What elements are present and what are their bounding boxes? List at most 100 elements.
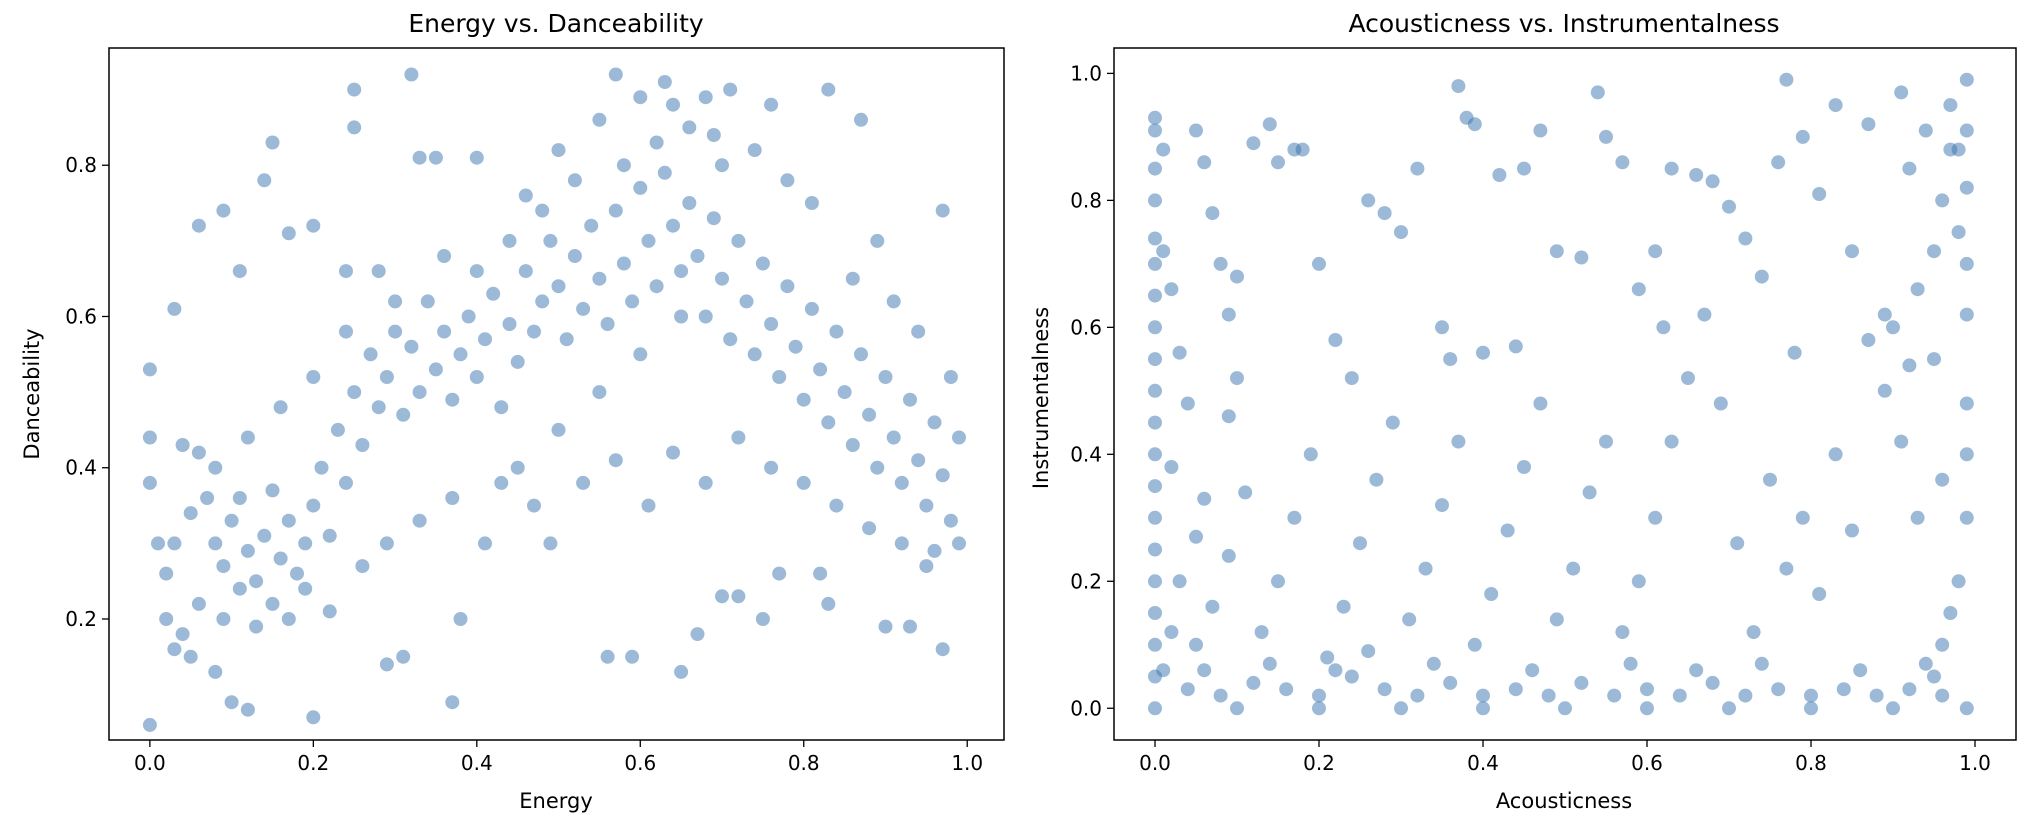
scatter-point (870, 233, 885, 248)
scatter-point (1156, 663, 1171, 678)
chart-title: Acousticness vs. Instrumentalness (1348, 9, 1779, 38)
scatter-point (1951, 574, 1966, 589)
scatter-point (1246, 675, 1261, 690)
scatter-point (1664, 161, 1679, 176)
scatter-point (453, 347, 468, 362)
scatter-point (567, 249, 582, 263)
scatter-point (379, 536, 394, 551)
scatter-point (666, 445, 680, 460)
y-tick-label: 0.4 (65, 456, 97, 480)
scatter-point (1369, 472, 1384, 487)
scatter-point (821, 415, 836, 430)
scatter-point (339, 264, 353, 279)
scatter-point (1156, 244, 1171, 259)
scatter-point (715, 271, 729, 286)
scatter-point (1525, 663, 1540, 678)
scatter-point (1836, 682, 1851, 697)
scatter-point (535, 294, 550, 309)
scatter-point (232, 581, 247, 596)
x-axis-label: Acousticness (1496, 789, 1632, 813)
scatter-point (1959, 510, 1974, 525)
scatter-point (428, 362, 443, 377)
scatter-point (1812, 587, 1827, 601)
x-ticks: 0.0 0.2 0.4 0.6 0.8 1.0 (134, 740, 983, 775)
scatter-point (1148, 256, 1162, 271)
x-ticks: 0.0 0.2 0.4 0.6 0.8 1.0 (1139, 740, 1991, 775)
y-axis-label: Danceability (20, 328, 44, 459)
scatter-point (453, 612, 468, 626)
scatter-point (273, 400, 288, 415)
scatter-point (698, 309, 713, 324)
y-axis-label: Instrumentalness (1029, 307, 1053, 489)
scatter-point (1549, 244, 1564, 259)
scatter-point (339, 475, 353, 490)
scatter-point (886, 430, 901, 445)
scatter-point (1271, 574, 1285, 589)
scatter-point (796, 392, 811, 407)
x-tick-label: 0.8 (1795, 751, 1827, 775)
scatter-point (1902, 358, 1917, 373)
x-tick-label: 0.6 (1631, 751, 1663, 775)
scatter-point (576, 301, 591, 316)
scatter-point (1287, 510, 1302, 525)
scatter-point (1615, 155, 1630, 170)
scatter-point (723, 82, 738, 97)
scatter-point (1517, 161, 1531, 176)
scatter-point (183, 506, 198, 521)
y-tick-label: 0.6 (65, 304, 97, 328)
scatter-point (1213, 256, 1228, 271)
scatter-point (1312, 256, 1326, 271)
scatter-point (437, 249, 452, 263)
scatter-point (878, 370, 893, 384)
scatter-point (379, 657, 394, 672)
scatter-point (412, 150, 427, 165)
scatter-point (445, 695, 460, 710)
scatter-point (1148, 637, 1162, 652)
scatter-point (616, 256, 631, 271)
scatter-point (1189, 529, 1203, 544)
scatter-point (1959, 701, 1974, 716)
scatter-point (1959, 307, 1974, 322)
points-group (142, 67, 966, 732)
scatter-point (240, 702, 255, 717)
scatter-point (469, 370, 484, 384)
scatter-point (1148, 193, 1162, 208)
scatter-point (1705, 675, 1720, 690)
scatter-point (494, 475, 509, 490)
scatter-point (739, 294, 754, 309)
x-tick-label: 0.6 (624, 751, 656, 775)
scatter-point (1902, 161, 1917, 176)
scatter-point (935, 642, 950, 657)
scatter-point (935, 468, 950, 483)
scatter-point (1262, 656, 1277, 671)
scatter-point (339, 324, 353, 339)
scatter-point (183, 649, 198, 664)
scatter-point (1148, 161, 1162, 176)
scatter-point (1935, 688, 1950, 703)
scatter-point (167, 301, 182, 316)
scatter-point (142, 717, 157, 732)
scatter-point (755, 612, 770, 626)
scatter-point (1738, 231, 1753, 246)
scatter-point (919, 498, 934, 513)
scatter-point (1771, 155, 1786, 170)
scatter-point (1574, 250, 1589, 265)
scatter-point (1418, 561, 1433, 576)
scatter-point (1377, 206, 1392, 221)
scatter-point (1451, 434, 1466, 449)
scatter-point (845, 271, 860, 286)
scatter-point (1508, 339, 1523, 354)
scatter-point (1148, 542, 1162, 557)
scatter-point (641, 498, 656, 513)
x-tick-label: 0.2 (1303, 751, 1335, 775)
scatter-point (216, 203, 231, 218)
scatter-point (804, 196, 819, 210)
scatter-point (167, 536, 182, 551)
scatter-point (919, 559, 934, 574)
scatter-point (1607, 688, 1622, 703)
x-tick-label: 0.8 (788, 751, 820, 775)
scatter-point (813, 362, 828, 377)
scatter-point (666, 218, 680, 233)
scatter-point (1746, 625, 1761, 640)
scatter-point (600, 317, 615, 331)
